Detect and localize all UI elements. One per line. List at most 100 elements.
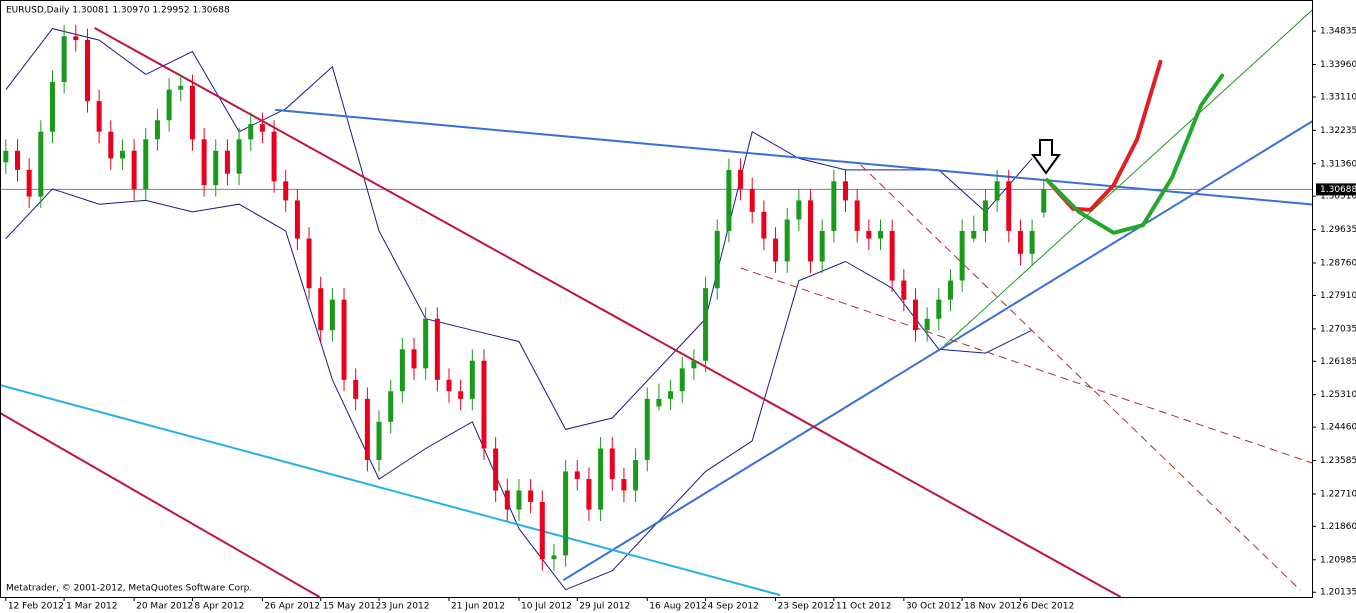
candle-body xyxy=(982,200,988,231)
x-tick-label: 20 Mar 2012 xyxy=(136,602,193,612)
trend-line xyxy=(0,412,320,598)
x-tick-label: 6 Dec 2012 xyxy=(1022,602,1074,612)
candle-body xyxy=(679,368,685,392)
candle-body xyxy=(738,169,744,189)
candle-body xyxy=(819,230,825,262)
footer: Metatrader, © 2001-2012, MetaQuotes Soft… xyxy=(6,584,252,594)
candle-body xyxy=(236,139,242,174)
candle-body xyxy=(178,85,184,90)
arrow-annotation xyxy=(1031,139,1061,175)
plot-area xyxy=(0,4,1319,598)
candle-body xyxy=(959,230,965,281)
candle-body xyxy=(843,181,849,201)
candle-body xyxy=(61,36,67,83)
y-tick-label: 1.24460 xyxy=(1320,423,1356,433)
candle-body xyxy=(341,299,347,380)
candle-body xyxy=(189,85,195,140)
candle-body xyxy=(714,230,720,289)
trend-line xyxy=(944,4,1319,346)
chart-title: EURUSD,Daily 1.30081 1.30970 1.29952 1.3… xyxy=(6,6,230,16)
y-tick-label: 1.32235 xyxy=(1320,126,1356,136)
candle-body xyxy=(633,459,639,491)
candle-body xyxy=(469,360,475,399)
projection-curve xyxy=(1045,73,1225,235)
candle-body xyxy=(143,139,149,189)
band-lower xyxy=(5,188,1033,591)
candle-body xyxy=(294,200,300,239)
y-tick-label: 1.20135 xyxy=(1320,588,1356,598)
candle-body xyxy=(994,181,1000,201)
candle-body xyxy=(889,230,895,281)
y-tick-label: 1.33110 xyxy=(1320,92,1356,102)
candle-body xyxy=(773,238,779,262)
candle-body xyxy=(808,200,814,262)
candle-body xyxy=(621,479,627,491)
x-tick-label: 18 Nov 2012 xyxy=(964,602,1022,612)
candle-body xyxy=(73,36,79,41)
y-tick-label: 1.27910 xyxy=(1320,291,1356,301)
candle-body xyxy=(551,555,557,560)
x-tick-label: 4 Sep 2012 xyxy=(708,602,759,612)
candle-body xyxy=(539,501,545,560)
candle-body xyxy=(201,139,207,186)
candle-body xyxy=(14,150,20,170)
candle-body xyxy=(598,448,604,510)
x-tick-label: 10 Jul 2012 xyxy=(521,602,572,612)
candle-body xyxy=(423,318,429,369)
candle-body xyxy=(1006,181,1012,231)
y-tick-label: 1.25310 xyxy=(1320,390,1356,400)
candle-body xyxy=(353,379,359,399)
candle-body xyxy=(224,150,230,174)
candle-body xyxy=(271,131,277,182)
axes: 1.34835 1.33960 1.33110 1.32235 1.31360 1.305… xyxy=(5,0,1356,613)
candle-body xyxy=(912,299,918,331)
candle-body xyxy=(563,471,569,556)
candle-body xyxy=(26,169,32,197)
candle-body xyxy=(761,211,767,239)
x-tick-label: 30 Oct 2012 xyxy=(906,602,962,612)
candle-body xyxy=(329,299,335,331)
y-tick-label: 1.21860 xyxy=(1320,522,1356,532)
candle-body xyxy=(877,230,883,239)
candle-body xyxy=(154,120,160,140)
trend-line xyxy=(275,108,1318,206)
candle-body xyxy=(96,101,102,132)
candle-body xyxy=(901,280,907,300)
candle-body xyxy=(784,219,790,262)
candle-body xyxy=(84,40,90,102)
trend-line xyxy=(0,384,781,597)
candle-body xyxy=(516,490,522,510)
candle-body xyxy=(831,181,837,231)
candle-body xyxy=(166,89,172,121)
candle-body xyxy=(1041,189,1047,213)
candle-body xyxy=(458,391,464,399)
candle-body xyxy=(1029,230,1035,254)
candle-body xyxy=(691,360,697,369)
y-tick-label: 1.27035 xyxy=(1320,324,1356,334)
candle-body xyxy=(668,391,674,399)
x-tick-label: 8 Apr 2012 xyxy=(194,602,244,612)
x-tick-label: 1 Mar 2012 xyxy=(66,602,117,612)
x-tick-label: 15 May 2012 xyxy=(323,602,382,612)
candle-body xyxy=(38,131,44,197)
candle-body xyxy=(376,421,382,460)
candle-body xyxy=(49,82,55,132)
y-tick-label: 1.20985 xyxy=(1320,555,1356,565)
x-tick-label: 23 Sep 2012 xyxy=(778,602,835,612)
candle-body xyxy=(726,169,732,231)
candle-body xyxy=(248,124,254,140)
candle-body xyxy=(434,318,440,380)
candle-body xyxy=(866,230,872,239)
candle-body xyxy=(504,490,510,510)
x-tick-label: 16 Aug 2012 xyxy=(649,602,707,612)
candle-body xyxy=(283,181,289,201)
candle-body xyxy=(131,150,137,189)
candle-body xyxy=(644,398,650,460)
candle-body xyxy=(936,299,942,319)
trend-line xyxy=(860,164,1301,591)
current-price-label: 1.30688 xyxy=(1320,185,1356,195)
y-tick-label: 1.29635 xyxy=(1320,225,1356,235)
x-tick-label: 21 Jun 2012 xyxy=(451,602,505,612)
candle-body xyxy=(213,150,219,186)
